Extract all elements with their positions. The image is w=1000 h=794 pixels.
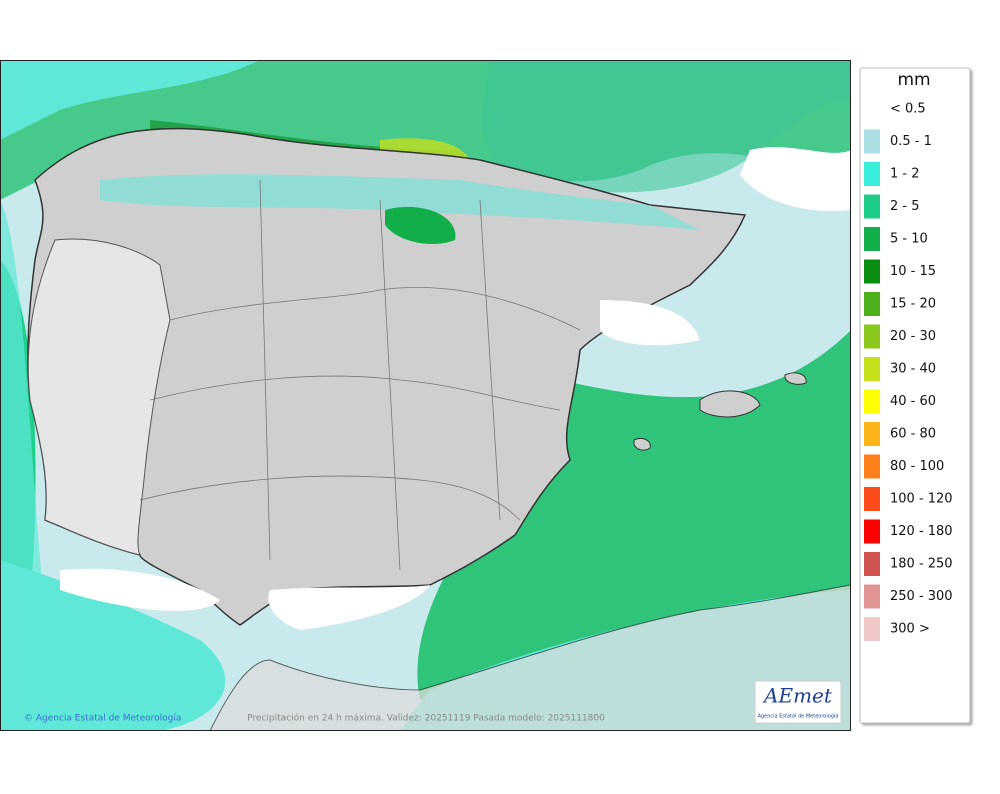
legend-swatch [864, 129, 880, 154]
legend-swatch [864, 227, 880, 251]
logo-subtitle: Agencia Estatal de Meteorología [758, 713, 839, 720]
legend-label: 15 - 20 [890, 297, 936, 312]
map-canvas [0, 60, 851, 731]
legend-label: 120 - 180 [890, 524, 953, 539]
legend-label: 60 - 80 [890, 427, 936, 442]
legend-label: 80 - 100 [890, 459, 944, 474]
legend-label: 10 - 15 [890, 264, 936, 279]
map-frame [0, 60, 851, 731]
legend-swatch [864, 584, 880, 609]
legend-swatch [864, 324, 880, 349]
legend-swatch [864, 454, 880, 479]
legend-label: 5 - 10 [890, 232, 928, 247]
legend-swatch [864, 259, 880, 284]
legend: mm < 0.5 0.5 - 1 1 - 2 2 - 5 5 - 10 10 - 15 15… [859, 67, 971, 724]
caption: Precipitación en 24 h máxima. Validez: 2… [247, 713, 605, 724]
logo: AEmet Agencia Estatal de Meteorología [754, 680, 842, 724]
legend-label: 180 - 250 [890, 557, 953, 572]
legend-swatch [864, 162, 880, 186]
legend-label: 300 > [890, 622, 930, 637]
legend-label: 30 - 40 [890, 362, 936, 377]
legend-label: 250 - 300 [890, 589, 953, 604]
legend-swatch [864, 97, 880, 121]
legend-swatch [864, 487, 880, 511]
legend-label: < 0.5 [890, 102, 926, 117]
legend-label: 2 - 5 [890, 199, 920, 214]
legend-swatch [864, 422, 880, 446]
legend-swatch [864, 617, 880, 641]
legend-swatch [864, 389, 880, 414]
logo-name: AEmet [762, 684, 833, 708]
credit: © Agencia Estatal de Meteorología [24, 714, 181, 724]
legend-title: mm [897, 70, 930, 90]
legend-label: 1 - 2 [890, 167, 920, 182]
legend-swatch [864, 292, 880, 316]
legend-swatch [864, 357, 880, 381]
legend-swatch [864, 552, 880, 576]
legend-swatch [864, 194, 880, 219]
legend-label: 20 - 30 [890, 329, 936, 344]
legend-label: 40 - 60 [890, 394, 936, 409]
legend-label: 100 - 120 [890, 492, 953, 507]
legend-swatch [864, 519, 880, 544]
legend-label: 0.5 - 1 [890, 134, 932, 149]
